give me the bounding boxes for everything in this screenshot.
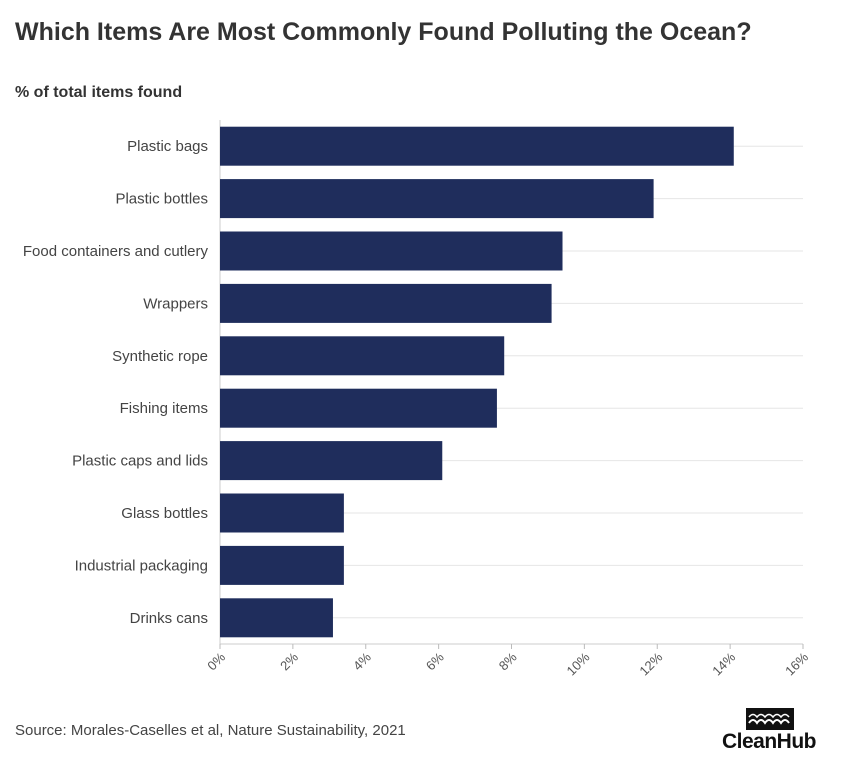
source-note: Source: Morales-Caselles et al, Nature S… [15,722,406,739]
bar [220,493,344,533]
bar [220,336,505,376]
bar [220,283,552,323]
category-label: Industrial packaging [75,557,208,574]
category-label: Synthetic rope [112,348,208,365]
category-label: Wrappers [143,295,208,312]
category-label: Drinks cans [130,610,208,627]
bar [220,231,563,271]
x-tick-label: 2% [277,649,301,673]
x-tick-label: 14% [709,649,738,678]
category-label: Plastic bottles [115,191,208,208]
bar-chart: Plastic bags Plastic bottles Food containe… [23,120,811,679]
bar [220,598,333,638]
brand-name: CleanHub [722,730,817,753]
x-tick-label: 6% [423,649,447,673]
x-tick-label: 12% [636,649,665,678]
x-tick-label: 10% [563,649,592,678]
bar [220,441,443,481]
bar [220,388,497,428]
category-label: Food containers and cutlery [23,243,209,260]
category-label: Glass bottles [121,505,208,522]
waves-icon [746,708,794,730]
bar [220,126,734,166]
category-label: Fishing items [120,400,208,417]
category-label: Plastic bags [127,138,208,155]
x-tick-label: 0% [204,649,228,673]
x-tick-label: 8% [496,649,520,673]
bar [220,545,344,585]
chart-title: Which Items Are Most Commonly Found Poll… [15,18,752,46]
x-tick-label: 4% [350,649,374,673]
cleanhub-logo: CleanHub [722,706,822,756]
category-label: Plastic caps and lids [72,453,208,470]
x-tick-label: 16% [782,649,811,678]
bar [220,179,654,219]
chart-subtitle: % of total items found [15,84,183,101]
